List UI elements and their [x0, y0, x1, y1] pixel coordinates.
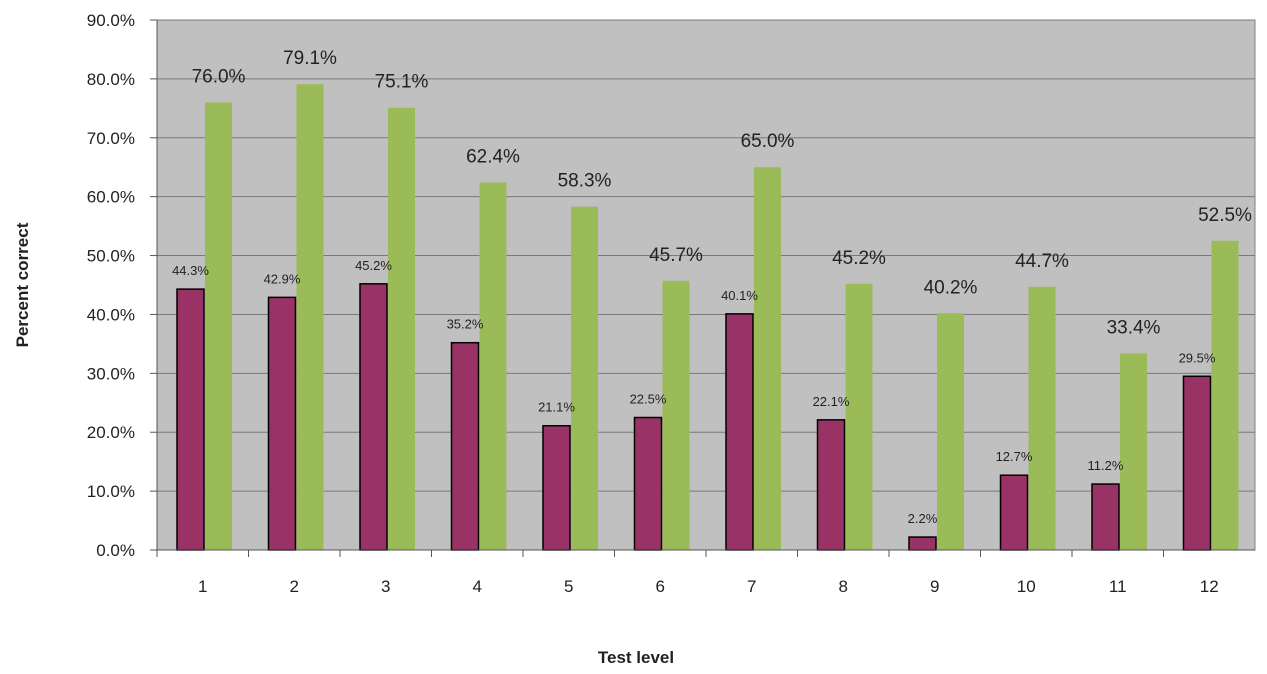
data-label: 44.7% [1015, 251, 1069, 272]
data-label: 45.7% [649, 245, 703, 266]
bar-series-2 [845, 283, 873, 550]
bar-series-1 [359, 283, 388, 551]
bar-series-1 [1091, 483, 1120, 551]
bar-series-2 [1120, 353, 1147, 550]
y-tick-label: 0.0% [96, 541, 135, 560]
x-tick-label: 12 [1200, 577, 1219, 596]
gridlines [157, 19, 1255, 492]
data-label: 42.9% [264, 271, 301, 286]
y-tick-label: 30.0% [87, 364, 135, 383]
data-label: 22.5% [630, 392, 667, 407]
y-tick-label: 70.0% [87, 129, 135, 148]
y-axis-title: Percent correct [13, 222, 32, 347]
x-tick-label: 3 [381, 577, 390, 596]
bar-series-1 [542, 424, 571, 551]
x-tick-label: 9 [930, 577, 939, 596]
y-tick-label: 40.0% [87, 305, 135, 324]
bars [176, 84, 1239, 551]
y-tick-label: 80.0% [87, 70, 135, 89]
x-tick-label: 7 [747, 577, 756, 596]
data-label: 62.4% [466, 147, 520, 168]
bar-series-1 [633, 416, 663, 551]
x-tick-label: 11 [1109, 577, 1127, 596]
data-label: 11.2% [1088, 458, 1124, 473]
data-label: 79.1% [283, 48, 337, 69]
data-label: 33.4% [1107, 317, 1161, 338]
bar-series-2 [205, 102, 232, 550]
x-tick-label: 10 [1017, 577, 1036, 596]
bar-series-1 [908, 536, 937, 551]
data-label: 21.1% [538, 400, 575, 415]
bar-series-2 [571, 206, 598, 550]
bar-series-1 [725, 313, 754, 551]
bar-series-2 [937, 313, 964, 550]
bar-series-2 [754, 167, 781, 550]
bar-series-2 [479, 182, 507, 551]
y-tick-label: 10.0% [87, 482, 135, 501]
data-label: 75.1% [375, 72, 429, 93]
bar-series-2 [1028, 286, 1056, 550]
bar-series-1 [176, 288, 205, 551]
bar-series-2 [1211, 240, 1239, 551]
y-axis-ticks: 0.0% 10.0% 20.0% 30.0% 40.0% 50.0% 60.0% 70.0% 8… [87, 11, 157, 560]
data-label: 35.2% [447, 317, 484, 332]
x-tick-label: 1 [198, 577, 207, 596]
data-label: 58.3% [558, 171, 612, 192]
x-axis-title: Test level [598, 648, 674, 667]
data-label: 22.1% [813, 394, 850, 409]
bar-series-2 [662, 280, 690, 550]
x-tick-label: 5 [564, 577, 573, 596]
bar-series-1 [267, 296, 297, 551]
data-label: 45.2% [355, 258, 392, 273]
data-label: 2.2% [908, 511, 938, 526]
bar-series-1 [816, 419, 846, 551]
bar-series-1 [1182, 375, 1212, 551]
x-tick-label: 6 [656, 577, 665, 596]
data-label: 76.0% [192, 66, 246, 87]
y-tick-label: 60.0% [87, 188, 135, 207]
y-tick-label: 20.0% [87, 423, 135, 442]
y-tick-label: 50.0% [87, 247, 135, 266]
x-tick-label: 8 [839, 577, 848, 596]
data-label: 45.2% [832, 248, 886, 269]
data-label: 40.2% [924, 277, 978, 298]
data-label: 40.1% [721, 288, 758, 303]
data-label: 65.0% [741, 131, 795, 152]
data-label: 52.5% [1198, 205, 1252, 226]
bar-series-2 [388, 107, 415, 550]
plot-area [156, 19, 1256, 551]
data-label: 44.3% [172, 263, 209, 278]
x-tick-label: 4 [473, 577, 482, 596]
bar-series-1 [450, 341, 480, 551]
bar-series-1 [999, 474, 1029, 551]
x-tick-label: 2 [290, 577, 299, 596]
x-axis-ticks: 1 2 3 4 5 6 7 8 9 10 11 12 [156, 550, 1219, 596]
data-label: 12.7% [996, 449, 1033, 464]
data-labels: 44.3% 76.0% 42.9% 79.1% 45.2% 75.1% 35.2% 62.4%… [172, 48, 1252, 526]
data-label: 29.5% [1179, 350, 1216, 365]
y-tick-label: 90.0% [87, 11, 135, 30]
bar-series-2 [296, 84, 324, 550]
